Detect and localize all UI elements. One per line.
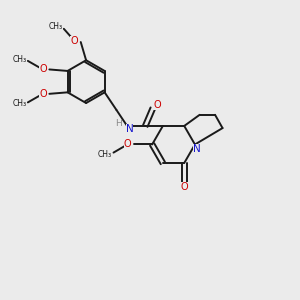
Text: CH₃: CH₃ — [13, 55, 27, 64]
Text: O: O — [39, 89, 46, 99]
Text: O: O — [70, 36, 78, 46]
Text: O: O — [39, 64, 46, 74]
Text: CH₃: CH₃ — [49, 22, 63, 31]
Text: CH₃: CH₃ — [13, 99, 27, 108]
Text: CH₃: CH₃ — [98, 150, 112, 159]
Text: H: H — [116, 119, 122, 128]
Text: N: N — [126, 124, 134, 134]
Text: O: O — [180, 182, 188, 192]
Text: O: O — [124, 140, 131, 149]
Text: N: N — [193, 144, 200, 154]
Text: O: O — [153, 100, 161, 110]
